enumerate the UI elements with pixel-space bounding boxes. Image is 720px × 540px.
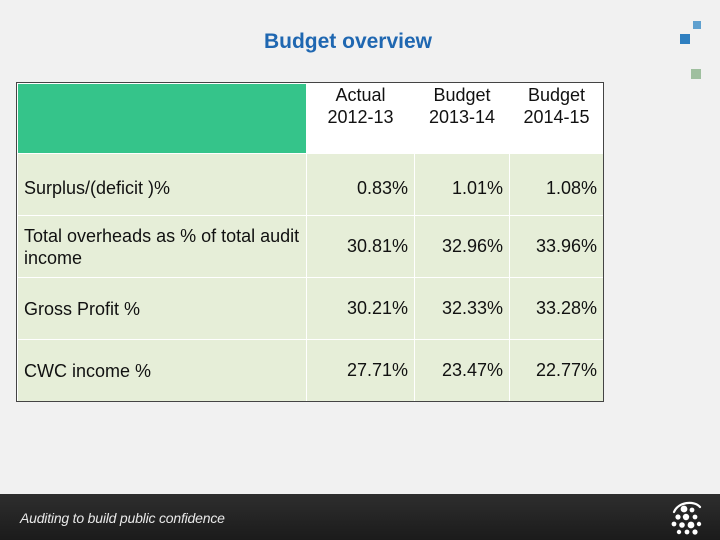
audit-commission-logo-icon (671, 501, 702, 535)
row-label: Gross Profit % (17, 277, 307, 340)
row-label: CWC income % (17, 339, 307, 402)
row-label: Total overheads as % of total audit inco… (17, 215, 307, 278)
column-header-line: 2014-15 (523, 107, 590, 127)
header-corner-cell (17, 83, 307, 154)
column-header-line: Actual (335, 85, 386, 105)
table-cell: 27.71% (306, 339, 415, 402)
page-title: Budget overview (263, 30, 433, 53)
table-cell: 33.96% (509, 215, 604, 278)
table-cell: 33.28% (509, 277, 604, 340)
footer-tagline: Auditing to build public confidence (20, 510, 225, 526)
row-label: Surplus/(deficit )% (17, 153, 307, 216)
column-header-line: Budget (527, 85, 586, 105)
table-row: Total overheads as % of total audit inco… (17, 215, 604, 278)
table-row: Gross Profit % 30.21% 32.33% 33.28% (17, 277, 604, 340)
column-header-line: Budget (433, 85, 491, 105)
decorative-square-icon (691, 69, 701, 79)
table-header-row: Actual 2012-13 Budget 2013-14 Budget 201… (17, 83, 604, 154)
table-cell: 0.83% (306, 153, 415, 216)
column-header-line: 2013-14 (428, 107, 496, 127)
footer-bar: Auditing to build public confidence (0, 494, 720, 540)
column-header: Budget 2013-14 (414, 83, 510, 154)
table-row: Surplus/(deficit )% 0.83% 1.01% 1.08% (17, 153, 604, 216)
table-cell: 1.01% (414, 153, 510, 216)
table-cell: 32.96% (414, 215, 510, 278)
column-header: Actual 2012-13 (306, 83, 415, 154)
table-cell: 22.77% (509, 339, 604, 402)
table-cell: 30.81% (306, 215, 415, 278)
table-cell: 32.33% (414, 277, 510, 340)
table-cell: 30.21% (306, 277, 415, 340)
decorative-square-icon (680, 34, 690, 44)
column-header-line: 2012-13 (327, 107, 394, 127)
table-row: CWC income % 27.71% 23.47% 22.77% (17, 339, 604, 402)
table-cell: 23.47% (414, 339, 510, 402)
column-header: Budget 2014-15 (509, 83, 604, 154)
table-cell: 1.08% (509, 153, 604, 216)
decorative-square-icon (693, 21, 701, 29)
budget-table: Actual 2012-13 Budget 2013-14 Budget 201… (17, 83, 604, 402)
